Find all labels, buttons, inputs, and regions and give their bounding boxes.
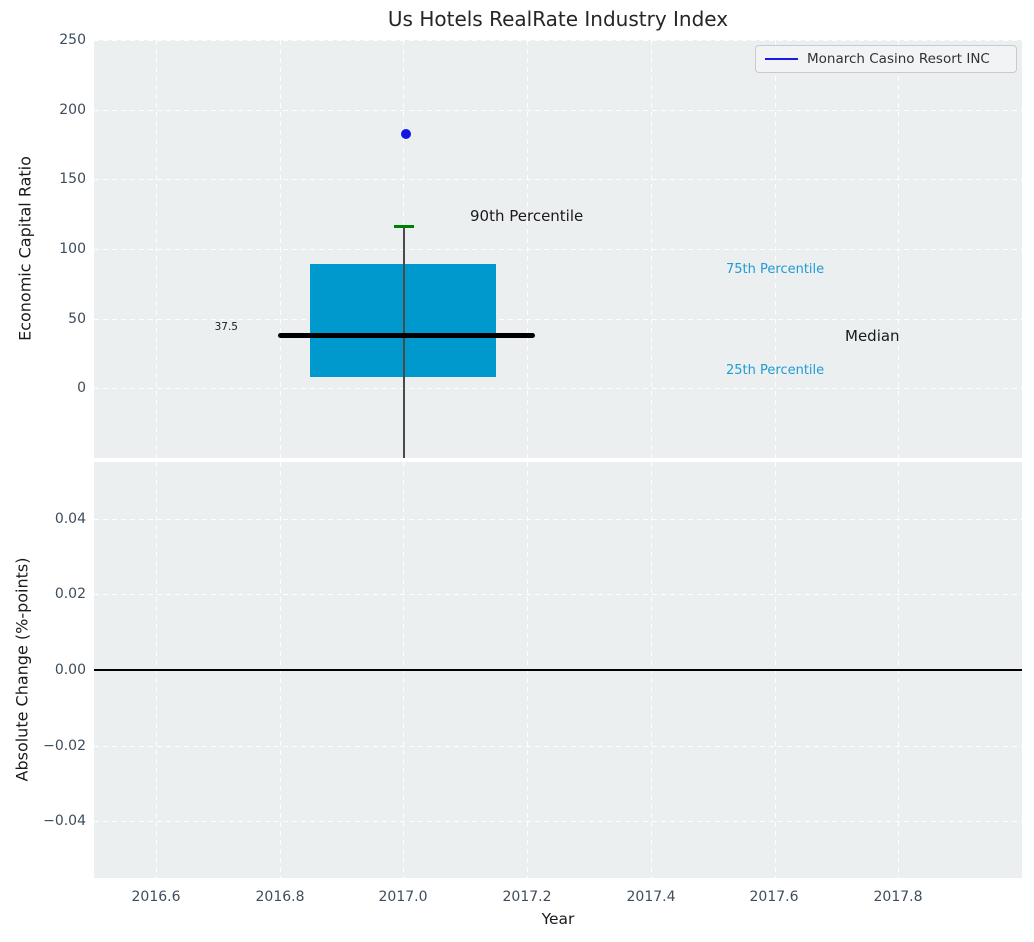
- top-plot-area: 90th Percentile 75th Percentile Median 2…: [94, 40, 1022, 458]
- gridline-h: [94, 40, 1022, 41]
- gridline-h: [94, 746, 1022, 747]
- boxplot-median-line: [278, 333, 535, 339]
- gridline-h: [94, 519, 1022, 520]
- gridline-h: [94, 110, 1022, 111]
- x-axis-label: Year: [541, 910, 575, 928]
- xtick: 2017.8: [873, 889, 923, 905]
- top-y-axis-label: Economic Capital Ratio: [15, 156, 35, 341]
- gridline-h: [94, 594, 1022, 595]
- chart-title: Us Hotels RealRate Industry Index: [387, 7, 729, 31]
- legend: Monarch Casino Resort INC: [755, 45, 1017, 73]
- xtick: 2016.8: [255, 889, 305, 905]
- gridline-h: [94, 179, 1022, 180]
- xtick: 2016.6: [131, 889, 181, 905]
- xtick: 2017.4: [626, 889, 676, 905]
- bottom-plot-area: [94, 462, 1022, 878]
- xtick: 2017.0: [378, 889, 428, 905]
- ytick-top: 200: [59, 102, 86, 118]
- gridline-h: [94, 249, 1022, 250]
- gridline-v: [898, 40, 899, 458]
- annotation-median: Median: [845, 327, 900, 345]
- gridline-v: [527, 40, 528, 458]
- company-data-point: [401, 129, 411, 139]
- annotation-median-value: 37.5: [214, 321, 238, 333]
- gridline-v: [156, 40, 157, 458]
- ytick-bottom: −0.04: [43, 813, 86, 829]
- legend-label: Monarch Casino Resort INC: [807, 51, 990, 67]
- zero-reference-line: [94, 669, 1022, 671]
- ytick-top: 100: [59, 241, 86, 257]
- gridline-h: [94, 319, 1022, 320]
- ytick-top: 250: [59, 32, 86, 48]
- ytick-bottom: −0.02: [43, 738, 86, 754]
- ytick-bottom: 0.02: [54, 586, 86, 602]
- xtick: 2017.6: [749, 889, 799, 905]
- annotation-25th-percentile: 25th Percentile: [726, 363, 825, 378]
- ytick-top: 0: [77, 380, 86, 396]
- ytick-bottom: 0.00: [54, 662, 86, 678]
- boxplot-90th-percentile-cap: [394, 225, 414, 228]
- bottom-y-axis-label: Absolute Change (%-points): [12, 557, 32, 782]
- ytick-top: 150: [59, 171, 86, 187]
- gridline-v: [280, 40, 281, 458]
- ytick-top: 50: [68, 311, 86, 327]
- gridline-h: [94, 388, 1022, 389]
- boxplot-whisker-line: [403, 226, 405, 458]
- annotation-75th-percentile: 75th Percentile: [726, 262, 825, 277]
- legend-line-sample: [765, 57, 798, 61]
- annotation-90th-percentile: 90th Percentile: [470, 207, 584, 225]
- gridline-h: [94, 821, 1022, 822]
- gridline-v: [775, 40, 776, 458]
- gridline-v: [651, 40, 652, 458]
- ytick-bottom: 0.04: [54, 511, 86, 527]
- xtick: 2017.2: [502, 889, 552, 905]
